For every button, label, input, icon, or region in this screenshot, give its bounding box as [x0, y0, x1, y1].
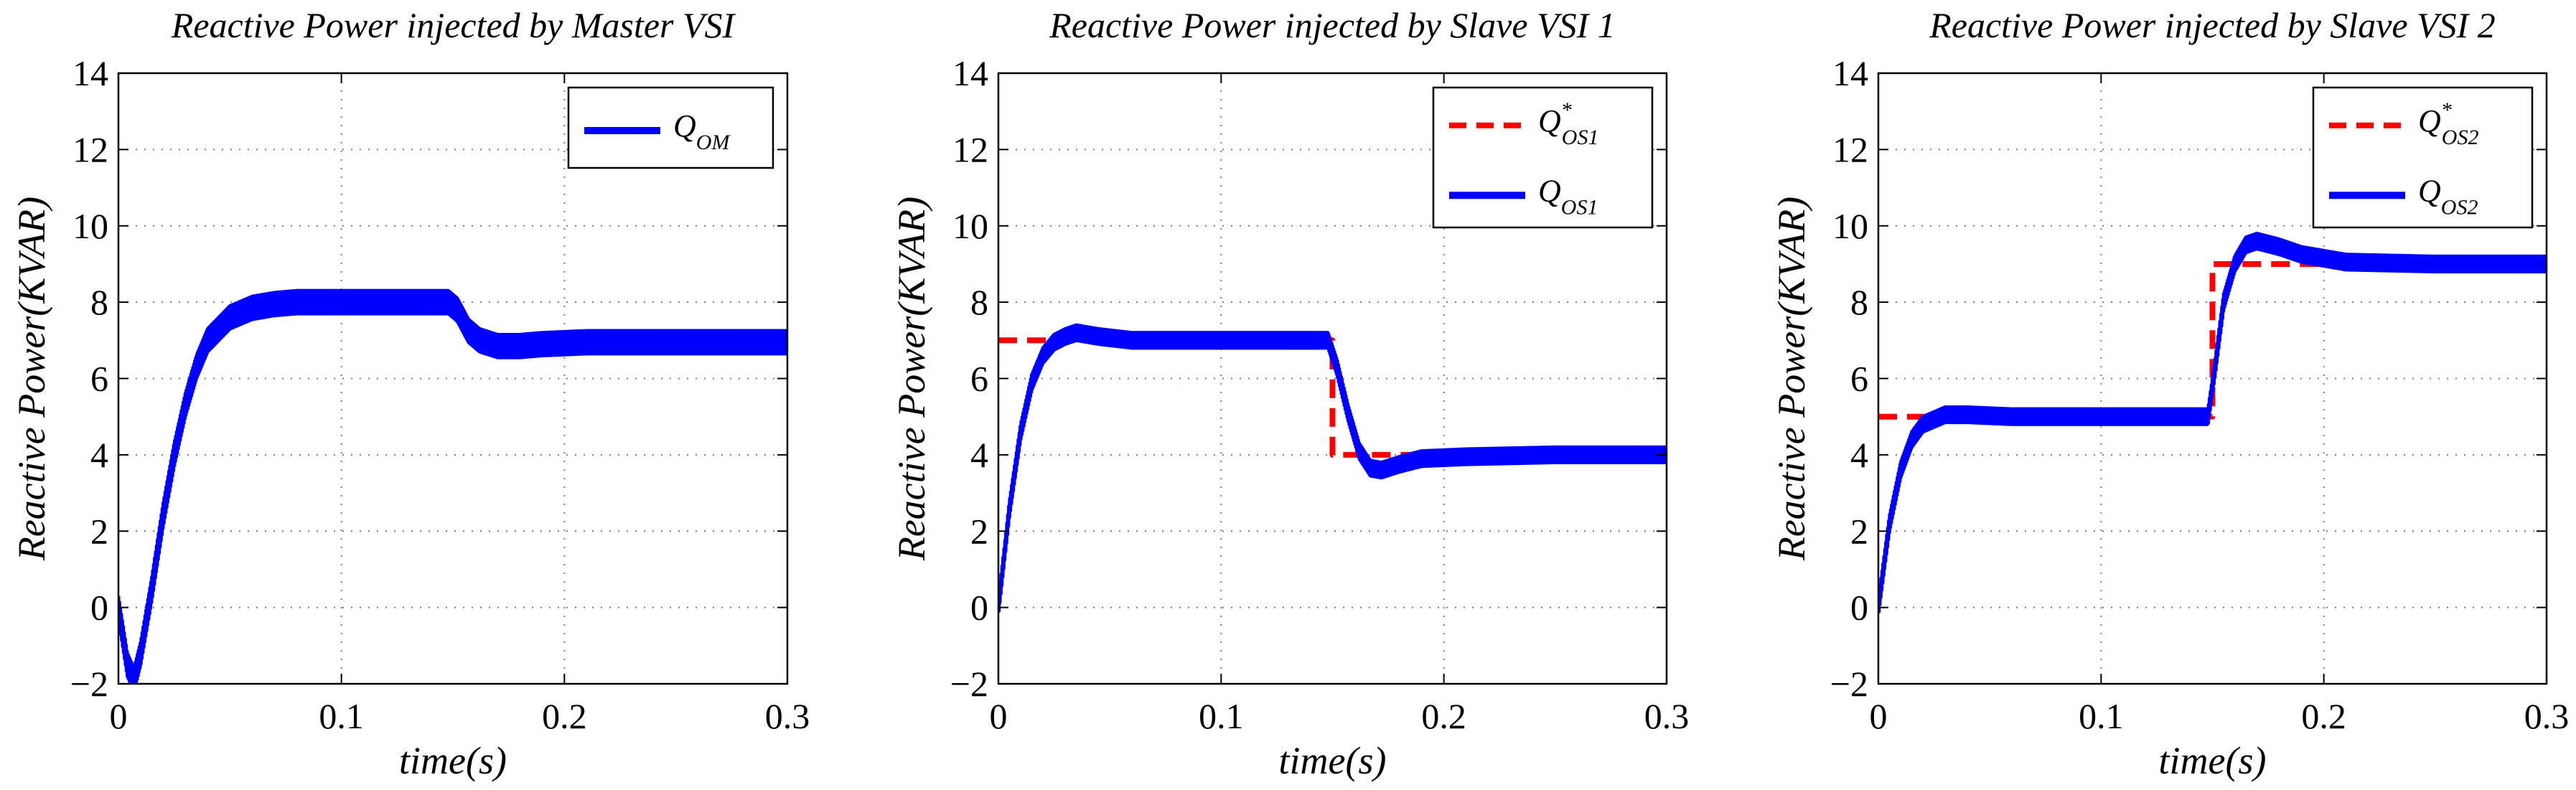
y-tick-label: 12 — [952, 129, 988, 169]
series-line-qstar_os2 — [1878, 260, 2547, 420]
legend-label: Q* OS2 — [2418, 98, 2478, 149]
legend-symbol: Q — [1538, 103, 1561, 138]
x-tick-label: 0 — [1870, 696, 1888, 736]
y-tick-label: 10 — [72, 206, 108, 246]
chart-title: Reactive Power injected by Slave VSI 2 — [1929, 5, 2496, 45]
y-tick-label: 2 — [90, 511, 108, 551]
x-tick-label: 0.3 — [2524, 696, 2570, 736]
y-tick-label: 2 — [1850, 511, 1868, 551]
legend-label: QOS1 — [1538, 173, 1598, 219]
x-tick-label: 0.2 — [1421, 696, 1466, 736]
x-axis-label: time(s) — [2159, 739, 2267, 782]
x-tick-label: 0.1 — [1199, 696, 1244, 736]
y-axis-label: Reactive Power(KVAR) — [890, 197, 933, 561]
x-tick-label: 0.3 — [1644, 696, 1690, 736]
y-tick-label: 14 — [1832, 53, 1868, 93]
y-tick-label: 8 — [90, 282, 108, 322]
legend-subscript: OS2 — [2442, 126, 2479, 149]
y-tick-label: 6 — [1850, 359, 1868, 399]
legend: QOM — [567, 86, 774, 169]
y-tick-label: 4 — [970, 435, 988, 475]
x-axis-label: time(s) — [1279, 739, 1387, 782]
legend-symbol: Q — [673, 108, 696, 144]
y-tick-label: 0 — [970, 588, 988, 628]
y-tick-label: 12 — [72, 129, 108, 169]
y-tick-label: 4 — [1850, 435, 1868, 475]
chart-title: Reactive Power injected by Slave VSI 1 — [1049, 5, 1616, 45]
legend-box — [2312, 86, 2534, 229]
y-axis-label: Reactive Power(KVAR) — [10, 197, 53, 561]
x-tick-label: 0.1 — [319, 696, 364, 736]
legend-subscript: OS1 — [1561, 195, 1598, 219]
y-tick-label: 10 — [1832, 206, 1868, 246]
legend-symbol: Q — [1538, 173, 1561, 208]
legend-symbol: Q — [2418, 173, 2441, 208]
chart-title: Reactive Power injected by Master VSI — [171, 5, 736, 45]
x-tick-label: 0.2 — [542, 696, 587, 736]
y-tick-label: 2 — [970, 511, 988, 551]
legend-label: Q* OS1 — [1538, 98, 1598, 149]
x-tick-label: 0.2 — [2301, 696, 2346, 736]
legend-subscript: OS2 — [2441, 195, 2478, 219]
legend-superscript: * — [2441, 98, 2452, 122]
y-tick-label: 14 — [952, 53, 988, 93]
series-line-q_os1 — [998, 323, 1667, 613]
legend-symbol: Q — [2418, 103, 2441, 138]
series-line-q_os2 — [1878, 232, 2547, 613]
x-tick-label: 0.1 — [2079, 696, 2124, 736]
y-tick-label: 0 — [90, 588, 108, 628]
y-tick-label: 8 — [970, 282, 988, 322]
legend-label: QOM — [673, 108, 731, 154]
y-tick-label: 4 — [90, 435, 108, 475]
legend-subscript: OS1 — [1562, 126, 1599, 149]
x-tick-label: 0 — [110, 696, 128, 736]
y-tick-label: 6 — [90, 359, 108, 399]
series-line-q_om — [118, 288, 787, 684]
x-tick-label: 0 — [990, 696, 1008, 736]
y-tick-label: −2 — [1830, 664, 1868, 704]
legend-superscript: * — [1561, 98, 1572, 122]
x-tick-label: 0.3 — [765, 696, 810, 736]
legend-subscript: OM — [696, 131, 731, 154]
y-axis-label: Reactive Power(KVAR) — [1770, 197, 1813, 561]
y-tick-label: 0 — [1850, 588, 1868, 628]
y-tick-label: −2 — [70, 664, 108, 704]
y-tick-label: −2 — [950, 664, 988, 704]
legend-label: QOS2 — [2418, 173, 2478, 219]
y-tick-label: 12 — [1832, 129, 1868, 169]
y-tick-label: 14 — [72, 53, 108, 93]
legend-box — [1432, 86, 1654, 229]
y-tick-label: 6 — [970, 359, 988, 399]
y-tick-label: 8 — [1850, 282, 1868, 322]
x-axis-label: time(s) — [399, 739, 507, 782]
y-tick-label: 10 — [952, 206, 988, 246]
